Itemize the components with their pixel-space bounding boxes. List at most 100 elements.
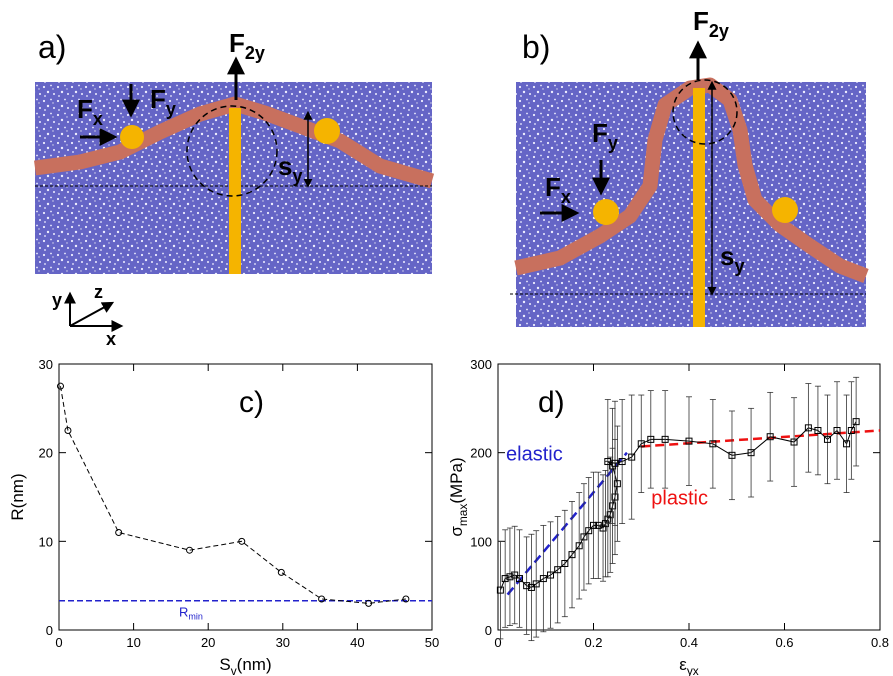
marker: [501, 575, 509, 583]
x-tick-label: 50: [425, 635, 439, 650]
panel-label: a): [38, 29, 66, 65]
symbol: S: [219, 655, 230, 674]
marker: [618, 458, 626, 466]
panel-label: d): [538, 386, 565, 419]
y-tick-label: 100: [470, 534, 492, 549]
marker: [613, 480, 621, 488]
contact-circle: [186, 105, 278, 197]
subscript: y: [734, 256, 744, 276]
x-tick-label: 0.6: [775, 635, 793, 650]
rod: [693, 88, 705, 327]
fit-label: plastic: [651, 487, 708, 509]
rod: [229, 108, 241, 274]
axis-label: σmax(MPa): [447, 457, 470, 536]
axis-label: εyx: [679, 655, 699, 676]
y-tick-label: 10: [39, 534, 53, 549]
marker: [728, 451, 736, 459]
y-tick-label: 30: [39, 357, 53, 372]
force-label: F2y: [693, 6, 729, 41]
reference-label: Rmin: [179, 605, 203, 622]
x-tick-label: 0.2: [584, 635, 602, 650]
x-tick-label: 0.8: [871, 635, 889, 650]
marker: [318, 595, 326, 603]
marker: [532, 580, 540, 588]
marker: [575, 542, 583, 550]
panel-label: b): [522, 29, 550, 65]
subscript: x: [561, 187, 571, 207]
marker: [580, 533, 588, 541]
marker: [238, 537, 246, 545]
marker: [561, 560, 569, 567]
y-tick-label: 20: [39, 446, 53, 461]
panel-label: c): [239, 386, 264, 419]
marker: [647, 435, 655, 443]
force-label: F2y: [229, 28, 265, 63]
axis-arrow: [69, 301, 115, 327]
particle: [593, 199, 619, 225]
subscript: min: [188, 612, 203, 622]
y-tick-label: 0: [485, 623, 492, 638]
contact-circle: [672, 79, 738, 145]
marker: [64, 427, 72, 434]
axis-name: y: [52, 290, 62, 310]
marker: [604, 458, 612, 466]
subscript: yx: [687, 664, 699, 676]
x-tick-label: 40: [350, 635, 364, 650]
symbol: F: [545, 172, 561, 202]
plot-frame: [58, 363, 433, 631]
force-label: Fx: [77, 94, 103, 129]
displacement-label: sy: [278, 151, 302, 186]
marker: [585, 527, 593, 535]
marker: [506, 573, 514, 581]
marker: [606, 511, 614, 519]
symbol: F: [77, 94, 93, 124]
marker: [847, 427, 855, 434]
snapshot-a: a) F2y Fx Fy sy y z x: [34, 28, 435, 349]
axis-label: R(nm): [8, 473, 27, 520]
marker: [804, 424, 812, 432]
x-tick-label: 10: [126, 635, 140, 650]
dislocation-band: [34, 96, 435, 189]
marker: [814, 427, 822, 434]
marker: [823, 435, 831, 443]
marker: [852, 418, 860, 426]
marker: [709, 440, 717, 448]
symbol: F: [693, 6, 709, 36]
symbol: F: [229, 28, 245, 58]
x-tick-label: 20: [201, 635, 215, 650]
subscript: v: [231, 664, 237, 676]
fit-label: elastic: [506, 444, 563, 466]
marker: [628, 453, 636, 461]
symbol: σ: [447, 526, 466, 537]
subscript: y: [166, 99, 176, 119]
unit: (nm): [237, 655, 272, 674]
marker: [766, 433, 774, 441]
displacement-label: sy: [720, 241, 744, 276]
marker: [590, 521, 597, 529]
marker: [685, 437, 693, 445]
marker: [747, 449, 755, 457]
axis-name: z: [94, 282, 103, 302]
data-line: [499, 421, 857, 591]
marker: [661, 435, 669, 443]
force-label: Fx: [545, 172, 571, 207]
y-tick-label: 200: [470, 446, 492, 461]
symbol: R: [179, 605, 188, 620]
marker: [547, 571, 555, 579]
y-tick-label: 0: [46, 623, 53, 638]
x-tick-label: 0.4: [680, 635, 698, 650]
subscript: 2y: [709, 21, 729, 41]
marker: [186, 546, 194, 554]
symbol: s: [278, 151, 292, 181]
marker: [637, 440, 645, 448]
marker: [790, 438, 798, 446]
particle: [772, 197, 798, 223]
subscript: y: [292, 166, 302, 186]
x-tick-label: 0: [494, 635, 501, 650]
marker: [496, 586, 504, 594]
symbol: F: [150, 84, 166, 114]
marker: [511, 571, 519, 579]
marker: [277, 568, 285, 576]
